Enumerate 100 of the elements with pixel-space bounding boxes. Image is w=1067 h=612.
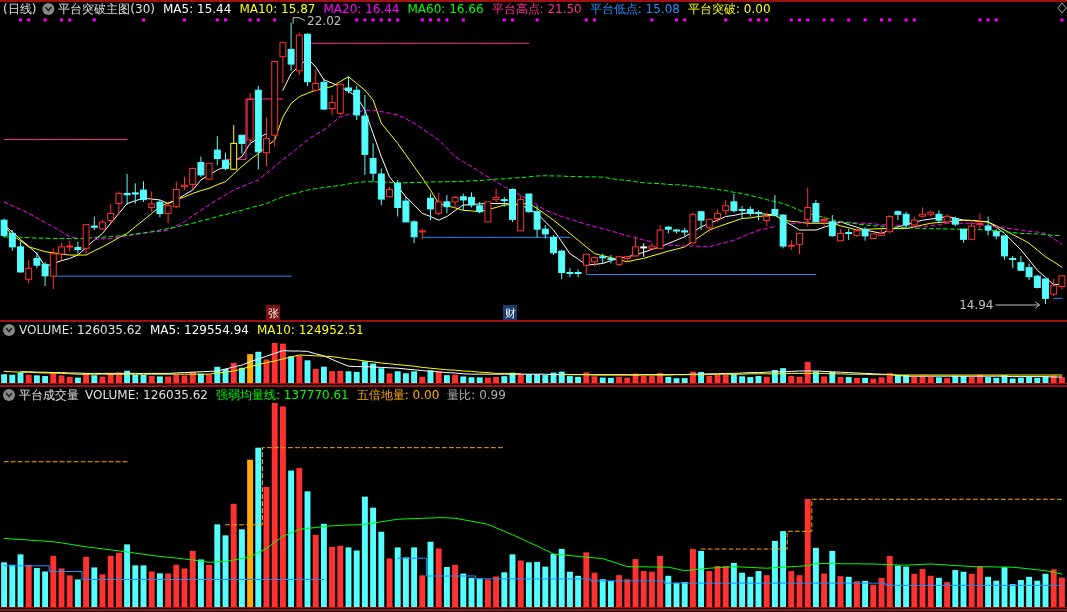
bar bbox=[862, 377, 869, 383]
bar bbox=[968, 573, 975, 607]
bar bbox=[640, 571, 647, 607]
candlestick bbox=[287, 22, 295, 72]
bar bbox=[927, 376, 934, 383]
bar bbox=[337, 371, 344, 383]
bar bbox=[402, 373, 409, 383]
bar bbox=[739, 376, 746, 383]
bar bbox=[238, 529, 245, 607]
candlestick bbox=[107, 203, 115, 223]
bar bbox=[484, 377, 491, 383]
series-label: MA10: 124952.51 bbox=[256, 323, 364, 337]
text: VOLUME: 126035.62 bbox=[85, 388, 208, 402]
bar bbox=[648, 376, 655, 383]
bar bbox=[583, 552, 590, 607]
bar bbox=[452, 564, 459, 607]
bar bbox=[107, 555, 114, 607]
bar bbox=[378, 531, 385, 607]
bar bbox=[288, 470, 295, 607]
bar bbox=[722, 374, 729, 383]
candlestick bbox=[828, 214, 836, 238]
bar bbox=[681, 378, 688, 383]
text: 张 bbox=[267, 307, 279, 320]
bar bbox=[870, 584, 877, 607]
bar bbox=[411, 371, 418, 383]
bar bbox=[788, 571, 795, 607]
bar bbox=[952, 570, 959, 607]
bar bbox=[33, 375, 40, 383]
bar bbox=[1026, 377, 1033, 383]
bar bbox=[165, 376, 172, 383]
bar bbox=[607, 580, 614, 607]
bar bbox=[378, 368, 385, 383]
bar bbox=[484, 579, 491, 607]
text: VOLUME: 126035.62 bbox=[19, 323, 142, 337]
bar bbox=[821, 376, 828, 383]
candlestick bbox=[312, 69, 320, 93]
candlestick bbox=[279, 41, 287, 84]
bar bbox=[173, 564, 180, 607]
bar bbox=[640, 375, 647, 383]
bar bbox=[493, 576, 500, 607]
bar bbox=[853, 377, 860, 383]
candlestick bbox=[812, 199, 820, 223]
bar bbox=[271, 343, 278, 383]
bar bbox=[681, 582, 688, 607]
text: 量比: 0.99 bbox=[447, 388, 506, 402]
bar bbox=[804, 498, 811, 607]
candlestick bbox=[984, 216, 992, 236]
bar bbox=[599, 377, 606, 383]
bar bbox=[935, 377, 942, 383]
bar bbox=[50, 372, 57, 383]
bar bbox=[1009, 378, 1016, 383]
bar bbox=[771, 540, 778, 607]
bar bbox=[50, 555, 57, 607]
bar bbox=[9, 564, 16, 607]
bar bbox=[74, 377, 81, 383]
bar bbox=[657, 556, 664, 607]
bar bbox=[927, 575, 934, 607]
text: 财 bbox=[504, 307, 516, 320]
candlestick bbox=[443, 194, 451, 214]
bar bbox=[788, 375, 795, 383]
chart-title: 平台成交量 bbox=[19, 388, 79, 402]
bar bbox=[329, 546, 336, 607]
text: MA60: 16.66 bbox=[407, 2, 484, 16]
candlestick bbox=[427, 192, 434, 221]
bar bbox=[230, 503, 237, 607]
bar bbox=[566, 376, 573, 383]
bar bbox=[42, 571, 49, 607]
bar bbox=[1034, 580, 1041, 607]
bar bbox=[156, 376, 163, 383]
bar bbox=[730, 562, 737, 607]
bar bbox=[337, 545, 344, 607]
bar bbox=[501, 376, 508, 383]
bar bbox=[443, 375, 450, 383]
candlestick bbox=[492, 187, 500, 203]
bar bbox=[9, 374, 16, 383]
bar bbox=[353, 550, 360, 607]
bar bbox=[1034, 377, 1041, 383]
bar bbox=[25, 564, 32, 607]
bar bbox=[944, 582, 951, 607]
bar bbox=[296, 355, 303, 383]
bar bbox=[583, 372, 590, 383]
bar bbox=[296, 468, 303, 607]
bar bbox=[66, 376, 73, 383]
candlestick bbox=[804, 187, 812, 228]
bar bbox=[944, 378, 951, 383]
bar bbox=[1058, 577, 1065, 607]
bar bbox=[148, 376, 155, 383]
bar bbox=[829, 550, 836, 607]
bar bbox=[845, 576, 852, 607]
bar bbox=[42, 376, 49, 383]
bar bbox=[91, 375, 98, 383]
bar bbox=[83, 556, 90, 607]
candlestick bbox=[197, 156, 205, 178]
bar bbox=[1, 562, 8, 607]
bar bbox=[665, 376, 672, 383]
bar bbox=[1058, 377, 1065, 383]
bar bbox=[1050, 569, 1057, 607]
bar bbox=[25, 374, 32, 383]
text: 平台低点: 15.08 bbox=[589, 2, 680, 16]
bar bbox=[706, 375, 713, 383]
